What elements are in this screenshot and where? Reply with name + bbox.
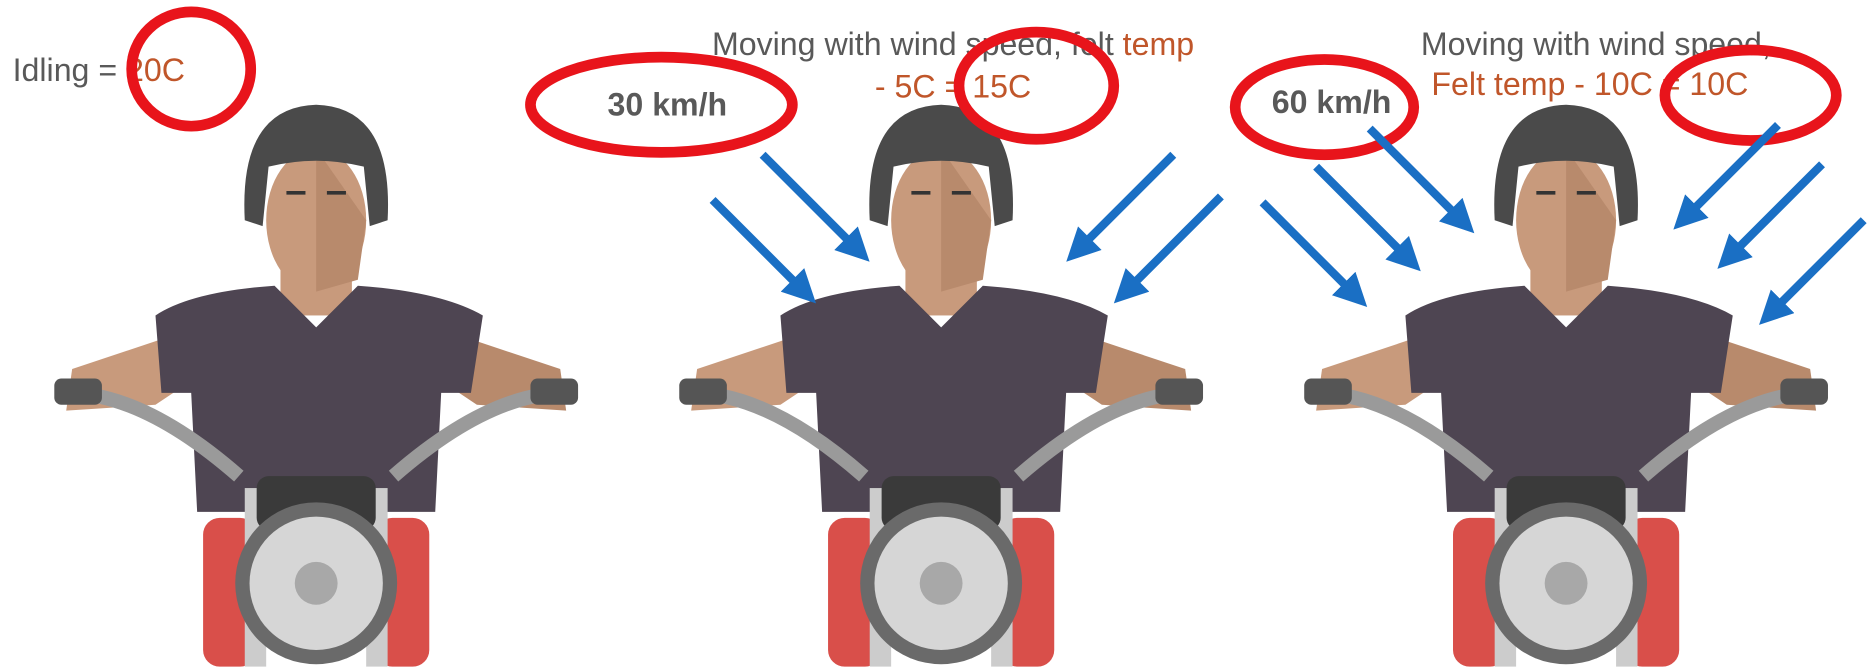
rider-60 — [1304, 105, 1828, 667]
wind-arrow — [1078, 155, 1173, 250]
wind-arrow — [1771, 220, 1864, 313]
caption-text: Idling = — [13, 52, 126, 88]
wind-arrow — [713, 200, 805, 292]
wind-arrow — [1126, 196, 1221, 291]
temperature: Felt temp - 10C = 10C — [1431, 66, 1748, 102]
wind-arrow — [1263, 202, 1356, 295]
rider-idle — [54, 105, 578, 667]
page: Idling = 20C Moving with wind speed, fel… — [0, 0, 1868, 669]
wind-arrow — [1370, 129, 1463, 222]
temperature: - 5C = 15C — [875, 69, 1031, 105]
wind-arrow — [1729, 164, 1822, 257]
speed-label: 60 km/h — [1272, 84, 1392, 120]
illustration: Idling = 20C Moving with wind speed, fel… — [0, 0, 1868, 669]
caption-highlight: temp — [1123, 26, 1194, 62]
speed-label: 30 km/h — [608, 86, 728, 122]
caption: Idling = 20C — [13, 52, 185, 88]
rider-30 — [679, 105, 1203, 667]
wind-arrow — [763, 155, 858, 250]
wind-arrow — [1316, 167, 1409, 260]
caption: Moving with wind speed, felt temp — [712, 26, 1194, 62]
